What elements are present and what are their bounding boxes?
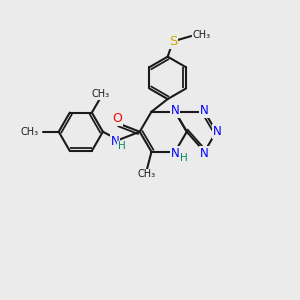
Text: N: N bbox=[212, 125, 221, 138]
Text: N: N bbox=[171, 147, 180, 160]
Text: S: S bbox=[169, 35, 177, 48]
Text: CH₃: CH₃ bbox=[91, 89, 109, 99]
Text: O: O bbox=[112, 112, 122, 125]
Text: H: H bbox=[180, 153, 188, 163]
Text: CH₃: CH₃ bbox=[193, 31, 211, 40]
Text: N: N bbox=[200, 104, 209, 117]
Text: CH₃: CH₃ bbox=[138, 169, 156, 179]
Text: H: H bbox=[118, 142, 125, 152]
Text: N: N bbox=[111, 135, 119, 148]
Text: N: N bbox=[200, 147, 209, 160]
Text: CH₃: CH₃ bbox=[20, 127, 38, 137]
Text: N: N bbox=[171, 104, 179, 117]
